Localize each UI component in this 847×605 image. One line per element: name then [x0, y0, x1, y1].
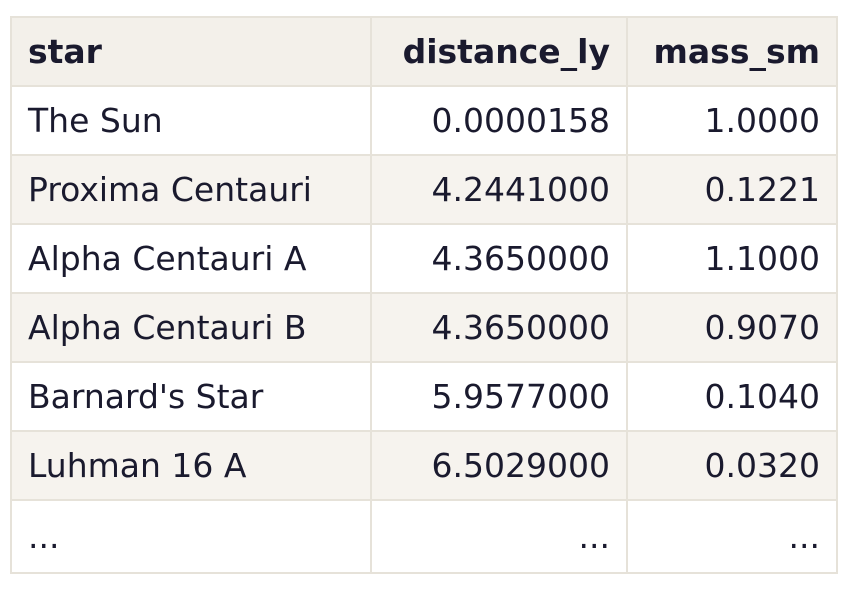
cell-star: Luhman 16 A [10, 430, 372, 501]
cell-star: Proxima Centauri [10, 154, 372, 225]
cell-star: ... [10, 499, 372, 574]
cell-distance-ly: 4.3650000 [370, 292, 628, 363]
table-row: Barnard's Star 5.9577000 0.1040 [10, 361, 838, 432]
cell-mass-sm: 1.1000 [626, 223, 838, 294]
table-row: Alpha Centauri A 4.3650000 1.1000 [10, 223, 838, 294]
cell-distance-ly: 0.0000158 [370, 85, 628, 156]
column-header-distance-ly: distance_ly [370, 16, 628, 87]
header-row: star distance_ly mass_sm [10, 16, 838, 87]
cell-star: Alpha Centauri A [10, 223, 372, 294]
cell-distance-ly: 4.2441000 [370, 154, 628, 225]
cell-distance-ly: 5.9577000 [370, 361, 628, 432]
column-header-star: star [10, 16, 372, 87]
table-row: Alpha Centauri B 4.3650000 0.9070 [10, 292, 838, 363]
cell-distance-ly: 4.3650000 [370, 223, 628, 294]
cell-star: Barnard's Star [10, 361, 372, 432]
column-header-mass-sm: mass_sm [626, 16, 838, 87]
table-row: Luhman 16 A 6.5029000 0.0320 [10, 430, 838, 501]
table-header: star distance_ly mass_sm [10, 16, 838, 87]
cell-distance-ly: 6.5029000 [370, 430, 628, 501]
cell-mass-sm: 0.1221 [626, 154, 838, 225]
table-row-ellipsis: ... ... ... [10, 499, 838, 574]
cell-mass-sm: 0.0320 [626, 430, 838, 501]
table-body: The Sun 0.0000158 1.0000 Proxima Centaur… [10, 85, 838, 574]
table-row: Proxima Centauri 4.2441000 0.1221 [10, 154, 838, 225]
data-table-container: star distance_ly mass_sm The Sun 0.00001… [10, 16, 838, 574]
cell-mass-sm: 0.1040 [626, 361, 838, 432]
cell-mass-sm: 0.9070 [626, 292, 838, 363]
table-row: The Sun 0.0000158 1.0000 [10, 85, 838, 156]
cell-mass-sm: 1.0000 [626, 85, 838, 156]
cell-distance-ly: ... [370, 499, 628, 574]
cell-star: The Sun [10, 85, 372, 156]
star-data-table: star distance_ly mass_sm The Sun 0.00001… [10, 16, 838, 574]
cell-mass-sm: ... [626, 499, 838, 574]
cell-star: Alpha Centauri B [10, 292, 372, 363]
